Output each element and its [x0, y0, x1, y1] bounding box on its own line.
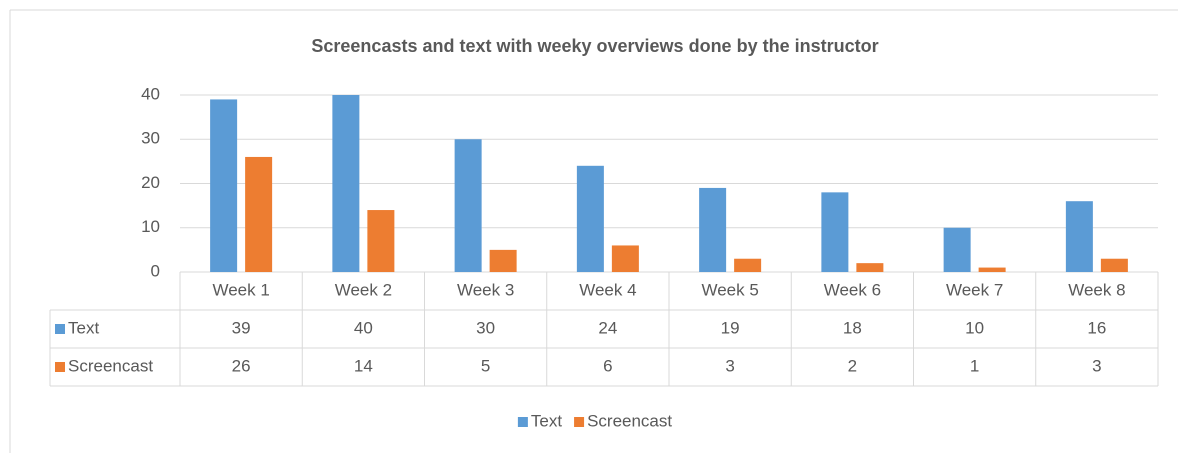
x-tick-label: Week 3 — [457, 280, 514, 299]
table-value: 19 — [721, 318, 740, 337]
bar — [332, 95, 360, 272]
chart-title: Screencasts and text with weeky overview… — [311, 36, 878, 56]
table-value: 18 — [843, 318, 862, 337]
bar — [1100, 258, 1128, 272]
table-value: 10 — [965, 318, 984, 337]
table-value: 2 — [848, 356, 857, 375]
table-value: 16 — [1087, 318, 1106, 337]
table-value: 3 — [1092, 356, 1101, 375]
bar — [576, 165, 604, 272]
y-tick-label: 20 — [141, 173, 160, 192]
x-tick-label: Week 4 — [579, 280, 636, 299]
bar — [367, 210, 395, 272]
bar — [943, 227, 971, 272]
table-value: 39 — [232, 318, 251, 337]
table-value: 40 — [354, 318, 373, 337]
table-value: 24 — [598, 318, 617, 337]
x-tick-label: Week 1 — [212, 280, 269, 299]
x-tick-label: Week 5 — [701, 280, 758, 299]
table-legend-key — [55, 362, 65, 372]
bar — [978, 267, 1006, 272]
legend-label: Text — [531, 411, 562, 430]
bar — [856, 263, 884, 272]
table-value: 26 — [232, 356, 251, 375]
y-tick-label: 10 — [141, 217, 160, 236]
table-value: 14 — [354, 356, 373, 375]
x-tick-label: Week 2 — [335, 280, 392, 299]
bar — [210, 99, 238, 272]
table-value: 1 — [970, 356, 979, 375]
table-legend-key — [55, 324, 65, 334]
x-tick-label: Week 7 — [946, 280, 1003, 299]
x-tick-label: Week 6 — [824, 280, 881, 299]
table-value: 3 — [725, 356, 734, 375]
table-series-label: Text — [68, 318, 99, 337]
x-tick-label: Week 8 — [1068, 280, 1125, 299]
legend-key — [517, 417, 528, 427]
table-value: 6 — [603, 356, 612, 375]
table-value: 30 — [476, 318, 495, 337]
bar — [611, 245, 639, 272]
legend-key — [574, 417, 585, 427]
y-tick-label: 40 — [141, 84, 160, 103]
bar — [1065, 201, 1093, 272]
legend-label: Screencast — [587, 411, 672, 430]
bar — [489, 249, 517, 272]
bar — [734, 258, 762, 272]
y-tick-label: 0 — [151, 261, 160, 280]
table-series-label: Screencast — [68, 356, 153, 375]
table-value: 5 — [481, 356, 490, 375]
y-tick-label: 30 — [141, 129, 160, 148]
bar — [245, 156, 273, 272]
bar — [454, 139, 482, 272]
bar — [699, 187, 727, 272]
bar — [821, 192, 849, 272]
